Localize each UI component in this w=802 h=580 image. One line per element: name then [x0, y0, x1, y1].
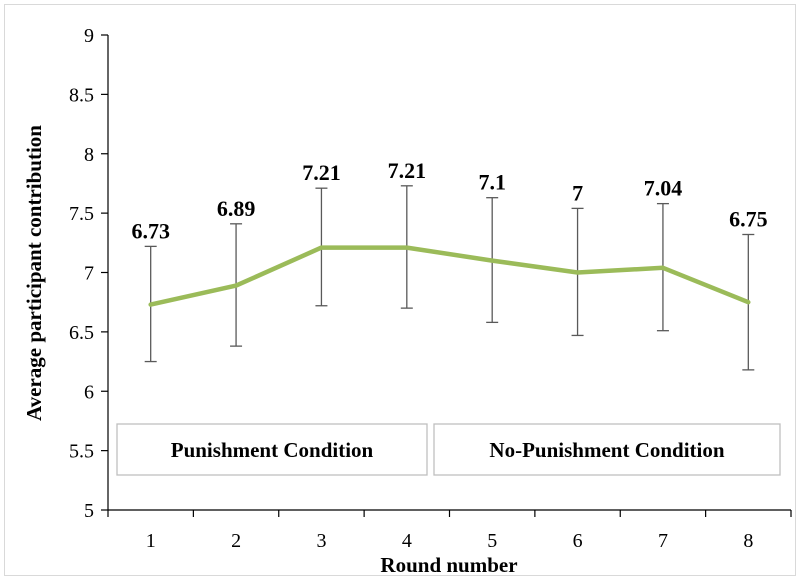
y-tick-label: 7.5 — [69, 203, 94, 225]
data-label: 7 — [572, 180, 583, 205]
chart-frame — [4, 4, 796, 576]
series-line — [148, 245, 751, 307]
data-label: 7.21 — [302, 160, 341, 185]
x-tick-label: 8 — [743, 530, 753, 552]
y-tick-label: 8.5 — [69, 84, 94, 106]
series-lines — [148, 245, 751, 307]
y-tick-label: 6 — [84, 381, 94, 403]
condition-box-frame — [116, 423, 428, 476]
data-label: 6.73 — [131, 218, 170, 243]
x-tick-label: 7 — [658, 530, 668, 552]
x-tick-label: 5 — [487, 530, 497, 552]
y-tick-labels: 5 5.5 6 6.5 7 7.5 8 8.5 9 — [69, 25, 94, 522]
x-tick-label: 1 — [146, 530, 156, 552]
y-tick-label: 8 — [84, 144, 94, 166]
condition-box: No-Punishment Condition — [433, 423, 781, 476]
x-tick-label: 2 — [231, 530, 241, 552]
x-tick-label: 3 — [316, 530, 326, 552]
condition-box: Punishment Condition — [116, 423, 428, 476]
x-axis-title: Round number — [380, 553, 517, 577]
data-label: 6.89 — [217, 196, 256, 221]
axes — [101, 34, 792, 517]
condition-boxes: Punishment Condition No-Punishment Condit… — [116, 423, 781, 476]
y-tick-label: 9 — [84, 25, 94, 47]
y-tick-label: 5 — [84, 500, 94, 522]
condition-label: No-Punishment Condition — [489, 438, 724, 462]
y-tick-label: 5.5 — [69, 441, 94, 463]
data-labels: 6.73 6.89 7.21 7.21 7.1 7 7.04 6.75 — [131, 158, 767, 244]
x-tick-labels: 1 2 3 4 5 6 7 8 — [146, 530, 754, 552]
condition-box-frame — [433, 423, 781, 476]
data-label: 6.75 — [729, 207, 768, 232]
x-tick-label: 4 — [402, 530, 412, 552]
data-label: 7.1 — [478, 170, 506, 195]
condition-label: Punishment Condition — [171, 438, 374, 462]
y-axis-title: Average participant contribution — [22, 125, 46, 421]
data-label: 7.04 — [644, 176, 683, 201]
data-label: 7.21 — [388, 158, 427, 183]
x-tick-label: 6 — [573, 530, 583, 552]
y-tick-label: 7 — [84, 263, 94, 285]
y-tick-label: 6.5 — [69, 322, 94, 344]
